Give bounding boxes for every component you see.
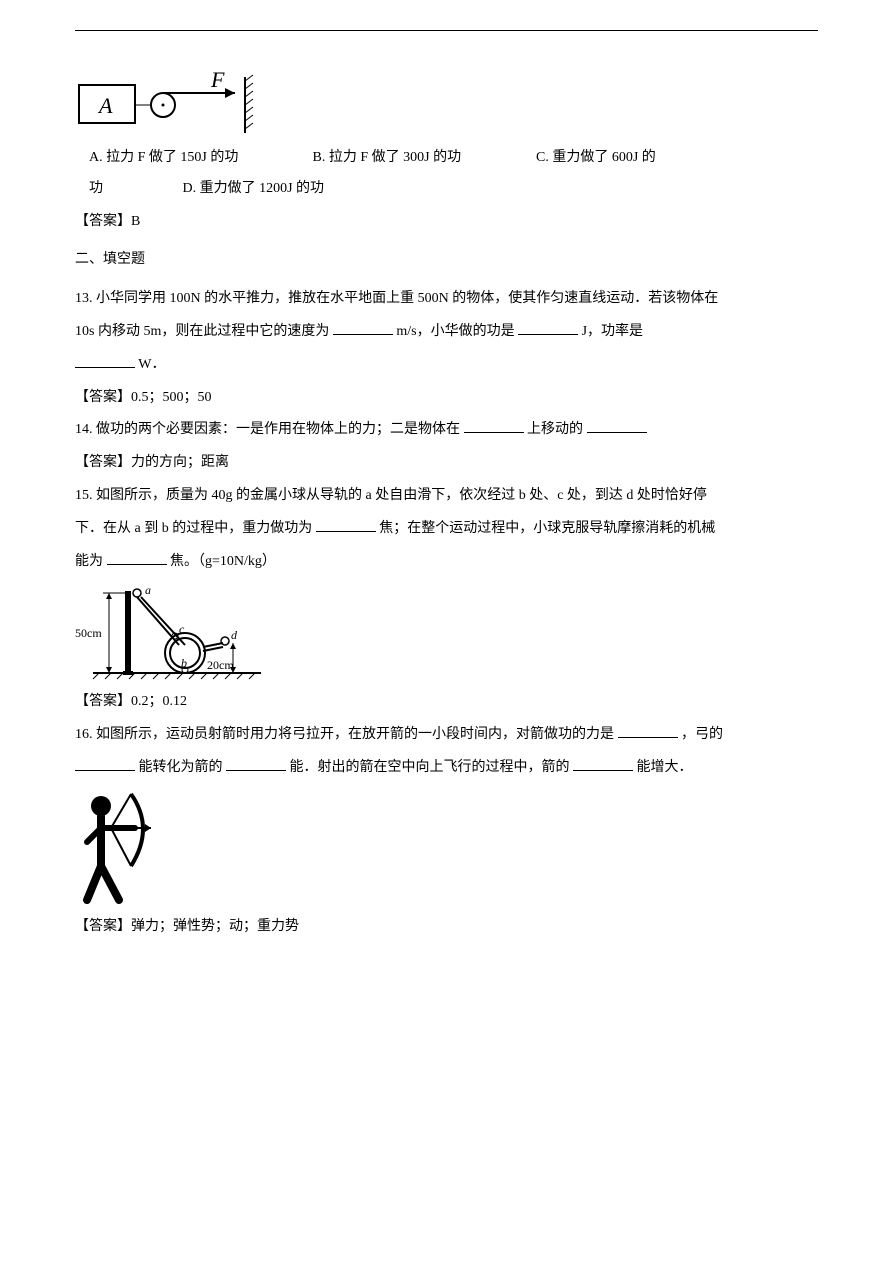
q14-answer: 【答案】力的方向；距离 [75, 448, 818, 479]
q16-blank-1 [618, 724, 678, 738]
q16-blank-4 [573, 757, 633, 771]
q13-line2: 10s 内移动 5m，则在此过程中它的速度为 m/s，小华做的功是 J，功率是 [75, 317, 818, 348]
q16-line1: 16. 如图所示，运动员射箭时用力将弓拉开，在放开箭的一小段时间内，对箭做功的力… [75, 720, 818, 751]
q15-label-a: a [145, 583, 151, 597]
q12-figure: A F [75, 71, 818, 139]
q12-answer: 【答案】B [75, 207, 818, 238]
q13-blank-speed [333, 321, 393, 335]
q15-line2: 下．在从 a 到 b 的过程中，重力做功为 焦；在整个运动过程中，小球克服导轨摩… [75, 514, 818, 545]
q13-line3-a: W． [138, 357, 165, 372]
q12-option-c: C. 重力做了 600J 的 [536, 143, 716, 174]
q13-answer: 【答案】0.5；500；50 [75, 383, 818, 414]
q15-answer: 【答案】0.2；0.12 [75, 687, 818, 718]
q16-line2: 能转化为箭的 能．射出的箭在空中向上飞行的过程中，箭的 能增大． [75, 753, 818, 784]
q15-label-50cm: 50cm [75, 626, 102, 640]
q16-figure [75, 788, 818, 908]
q15-line2-b: 焦；在整个运动过程中，小球克服导轨摩擦消耗的机械 [379, 521, 715, 536]
q13-line3: W． [75, 350, 818, 381]
q13-blank-work [518, 321, 578, 335]
q12-options-row2: 功 D. 重力做了 1200J 的功 [89, 174, 818, 205]
q16-answer: 【答案】弹力；弹性势；动；重力势 [75, 912, 818, 943]
q15-blank-2 [107, 551, 167, 565]
q15-line1: 15. 如图所示，质量为 40g 的金属小球从导轨的 a 处自由滑下，依次经过 … [75, 481, 818, 512]
top-rule [75, 30, 818, 31]
q15-figure: 50cm a c b d 20cm [75, 581, 818, 683]
q15-line3: 能为 焦。（g=10N/kg） [75, 547, 818, 578]
q16-line2-c: 能增大． [637, 760, 693, 775]
q15-label-d: d [231, 628, 238, 642]
q15-line2-a: 下．在从 a 到 b 的过程中，重力做功为 [75, 521, 312, 536]
q12-box-label: A [97, 93, 113, 118]
q14-blank-2 [587, 419, 647, 433]
q15-line3-a: 能为 [75, 554, 103, 569]
q16-blank-3 [226, 757, 286, 771]
q12-option-d: D. 重力做了 1200J 的功 [183, 174, 325, 205]
q16-line2-b: 能．射出的箭在空中向上飞行的过程中，箭的 [290, 760, 570, 775]
q15-label-c: c [179, 622, 185, 636]
q14-line1-a: 14. 做功的两个必要因素：一是作用在物体上的力；二是物体在 [75, 422, 464, 437]
q12-option-b: B. 拉力 F 做了 300J 的功 [313, 143, 533, 174]
q15-label-20cm: 20cm [207, 658, 234, 672]
q12-force-label: F [210, 71, 225, 92]
q15-label-b: b [181, 656, 187, 670]
q14-blank-1 [464, 419, 524, 433]
q16-blank-2 [75, 757, 135, 771]
q14-line1: 14. 做功的两个必要因素：一是作用在物体上的力；二是物体在 上移动的 [75, 415, 818, 446]
q12-option-a: A. 拉力 F 做了 150J 的功 [89, 143, 309, 174]
q13-line1: 13. 小华同学用 100N 的水平推力，推放在水平地面上重 500N 的物体，… [75, 284, 818, 315]
q13-blank-power [75, 354, 135, 368]
section2-title: 二、填空题 [75, 245, 818, 276]
q13-line2-c: J，功率是 [582, 324, 643, 339]
q16-line1-a: 16. 如图所示，运动员射箭时用力将弓拉开，在放开箭的一小段时间内，对箭做功的力… [75, 727, 614, 742]
q13-line2-a: 10s 内移动 5m，则在此过程中它的速度为 [75, 324, 329, 339]
q14-line1-b: 上移动的 [527, 422, 587, 437]
q15-line3-b: 焦。（g=10N/kg） [170, 554, 276, 569]
q12-options-row1: A. 拉力 F 做了 150J 的功 B. 拉力 F 做了 300J 的功 C.… [89, 143, 818, 174]
q13-line2-b: m/s，小华做的功是 [396, 324, 514, 339]
q15-blank-1 [316, 518, 376, 532]
q16-line1-b: ，弓的 [681, 727, 723, 742]
q12-option-c-cont: 功 [89, 174, 179, 205]
q16-line2-a: 能转化为箭的 [139, 760, 223, 775]
